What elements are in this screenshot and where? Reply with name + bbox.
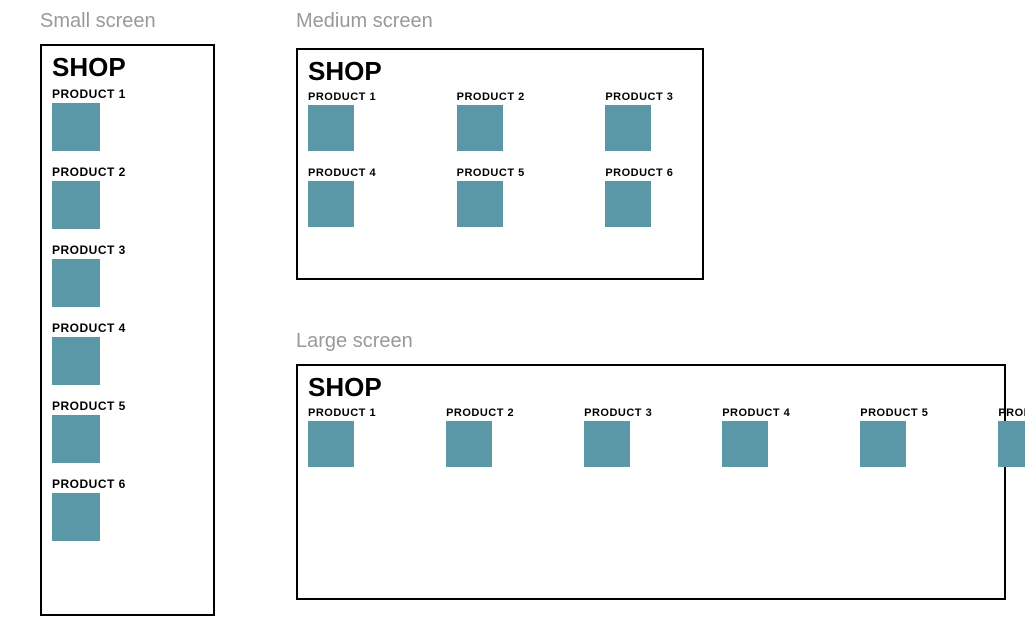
product-item: PRODUCT 4 <box>308 167 395 227</box>
product-image-placeholder <box>457 105 503 151</box>
product-label: PRODUCT 4 <box>722 407 790 419</box>
product-item: PRODUCT 2 <box>446 407 514 467</box>
product-image-placeholder <box>52 259 100 307</box>
product-item: PRODUCT 5 <box>52 399 203 463</box>
section-label-medium: Medium screen <box>296 10 433 33</box>
product-label: PRODUCT 3 <box>584 407 652 419</box>
product-image-placeholder <box>52 181 100 229</box>
product-image-placeholder <box>584 421 630 467</box>
product-item: PRODUCT 1 <box>308 407 376 467</box>
product-item: PRODUCT 1 <box>308 91 395 151</box>
product-label: PRODUCT 2 <box>446 407 514 419</box>
product-label: PRODUCT 1 <box>308 91 395 103</box>
product-item: PRODUCT 6 <box>998 407 1025 467</box>
product-label: PRODUCT 3 <box>52 243 203 257</box>
product-label: PRODUCT 1 <box>308 407 376 419</box>
product-image-placeholder <box>860 421 906 467</box>
product-grid-small: PRODUCT 1 PRODUCT 2 PRODUCT 3 PRODUCT 4 … <box>52 87 203 541</box>
product-item: PRODUCT 3 <box>584 407 652 467</box>
product-item: PRODUCT 5 <box>457 167 544 227</box>
shop-title: SHOP <box>308 372 994 403</box>
product-image-placeholder <box>446 421 492 467</box>
product-image-placeholder <box>605 181 651 227</box>
product-image-placeholder <box>605 105 651 151</box>
product-image-placeholder <box>722 421 768 467</box>
product-label: PRODUCT 6 <box>998 407 1025 419</box>
product-label: PRODUCT 6 <box>605 167 692 179</box>
product-label: PRODUCT 2 <box>52 165 203 179</box>
product-label: PRODUCT 4 <box>52 321 203 335</box>
product-item: PRODUCT 1 <box>52 87 203 151</box>
product-image-placeholder <box>52 337 100 385</box>
product-grid-large: PRODUCT 1 PRODUCT 2 PRODUCT 3 PRODUCT 4 … <box>308 407 994 467</box>
product-item: PRODUCT 2 <box>52 165 203 229</box>
product-label: PRODUCT 5 <box>457 167 544 179</box>
product-grid-medium: PRODUCT 1 PRODUCT 2 PRODUCT 3 PRODUCT 4 … <box>308 91 692 227</box>
product-label: PRODUCT 5 <box>860 407 928 419</box>
product-label: PRODUCT 5 <box>52 399 203 413</box>
section-label-small: Small screen <box>40 10 156 33</box>
product-image-placeholder <box>308 421 354 467</box>
product-image-placeholder <box>52 103 100 151</box>
product-item: PRODUCT 6 <box>605 167 692 227</box>
product-label: PRODUCT 4 <box>308 167 395 179</box>
product-item: PRODUCT 4 <box>52 321 203 385</box>
shop-title: SHOP <box>52 52 203 83</box>
product-item: PRODUCT 3 <box>52 243 203 307</box>
product-item: PRODUCT 5 <box>860 407 928 467</box>
shop-title: SHOP <box>308 56 692 87</box>
panel-large-screen: SHOP PRODUCT 1 PRODUCT 2 PRODUCT 3 PRODU… <box>296 364 1006 600</box>
product-item: PRODUCT 4 <box>722 407 790 467</box>
product-image-placeholder <box>998 421 1025 467</box>
panel-medium-screen: SHOP PRODUCT 1 PRODUCT 2 PRODUCT 3 PRODU… <box>296 48 704 280</box>
product-item: PRODUCT 2 <box>457 91 544 151</box>
product-image-placeholder <box>457 181 503 227</box>
product-label: PRODUCT 3 <box>605 91 692 103</box>
product-image-placeholder <box>308 105 354 151</box>
product-image-placeholder <box>308 181 354 227</box>
product-label: PRODUCT 6 <box>52 477 203 491</box>
section-label-large: Large screen <box>296 330 413 353</box>
product-label: PRODUCT 1 <box>52 87 203 101</box>
panel-small-screen: SHOP PRODUCT 1 PRODUCT 2 PRODUCT 3 PRODU… <box>40 44 215 616</box>
product-label: PRODUCT 2 <box>457 91 544 103</box>
product-item: PRODUCT 6 <box>52 477 203 541</box>
product-image-placeholder <box>52 493 100 541</box>
product-item: PRODUCT 3 <box>605 91 692 151</box>
product-image-placeholder <box>52 415 100 463</box>
